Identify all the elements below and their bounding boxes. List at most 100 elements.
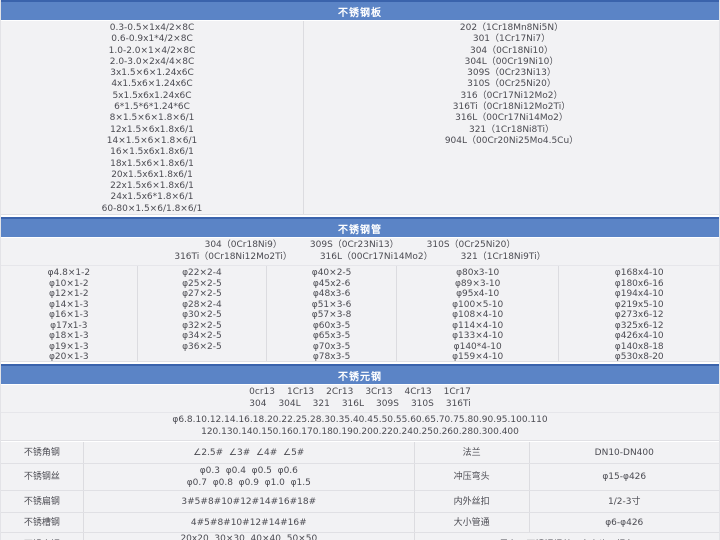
row-value-reducer-coupling: φ6-φ426 (605, 517, 644, 528)
pipe-grade-item: 321（1Cr18Ni9Ti） (460, 251, 546, 262)
pipe-size-item: φ12×1-2 (48, 289, 89, 299)
plate-grade-item: 904L（00Cr20Ni25Mo4.5Cu） (444, 135, 579, 146)
plate-size-item: 24x1.5x6*1.8×6/1 (110, 192, 194, 203)
round-grade-rows: 0cr13 1Cr13 2Cr13 3Cr13 4Cr13 1Cr17 304 304L 32… (1, 385, 719, 412)
pipe-size-item: φ78x3-5 (312, 352, 351, 362)
plate-size-item: 4x1.5x6×1.24x6C (111, 79, 193, 90)
pipe-section-body: 304（0Cr18Ni9） 309S（0Cr23Ni13） 310S（0Cr25Ni… (1, 238, 719, 362)
plate-section-body: 0.3-0.5×1x4/2×8C 0.6-0.9x1*4/2×8C 1.0-2.0×… (1, 21, 719, 215)
round-grade-item: 304 (249, 398, 267, 409)
round-grade-item: 4Cr13 (404, 387, 432, 397)
plate-grade-item: 202（1Cr18Mn8Ni5N） (459, 23, 564, 33)
section-header-round: 不锈元钢 (1, 364, 719, 384)
pipe-size-item: φ25×2-5 (182, 278, 222, 289)
plate-size-list: 0.3-0.5×1x4/2×8C 0.6-0.9x1*4/2×8C 1.0-2.0×… (1, 21, 304, 214)
misc-products-table: 不锈角钢 ∠2.5# ∠3# ∠4# ∠5# 法兰 DN10-DN400 不锈钢… (1, 442, 719, 540)
pipe-size-item: φ89×3-10 (455, 278, 501, 289)
plate-size-item: 3x1.5×6×1.24x6C (110, 68, 194, 79)
plate-grade-item: 301（1Cr17Ni7） (472, 34, 551, 45)
row-value-angle-steel: ∠2.5# ∠3# ∠4# ∠5# (84, 442, 415, 463)
row-label-square-steel: 不锈方钢 (1, 533, 84, 540)
table-row: 不锈方钢 20x20 30×30 40×40 50×50 60×60 80×80… (1, 533, 719, 540)
plate-size-item: 0.6-0.9x1*4/2×8C (111, 34, 193, 45)
plate-grade-item: 309S（0Cr23Ni13） (467, 68, 556, 79)
round-grade-item: 316L (341, 398, 365, 409)
pipe-grade-item: 310S（0Cr25Ni20） (426, 240, 516, 250)
row-value-stamped-elbow: φ15-φ426 (602, 472, 647, 482)
section-title-pipe: 不锈钢管 (338, 224, 382, 236)
also-available-note: 另有：不锈钢螺丝、大小头、焊条 (415, 533, 719, 540)
pipe-size-item: φ530x8-20 (614, 352, 664, 362)
pipe-size-item: φ14×1-3 (48, 299, 89, 310)
plate-grade-item: 316Ti（0Cr18Ni12Mo2Ti） (452, 102, 571, 113)
pipe-size-item: φ60x3-5 (312, 320, 351, 331)
section-header-plate: 不锈钢板 (1, 0, 719, 20)
pipe-size-item: φ426x4-10 (614, 331, 664, 341)
pipe-size-item: φ16×1-3 (48, 310, 89, 320)
pipe-size-item: φ180x6-16 (614, 278, 664, 289)
round-size-line-2: 120.130.140.150.160.170.180.190.200.220.… (201, 426, 519, 437)
pipe-size-item: φ219x5-10 (614, 299, 664, 310)
row-value-flat-steel: 3#5#8#10#12#14#16#18# (84, 491, 415, 512)
round-grade-item: 2Cr13 (326, 387, 354, 397)
pipe-size-item: φ10×1-2 (48, 278, 89, 289)
pipe-grade-item: 316Ti（0Cr18Ni12Mo2Ti） (174, 251, 292, 262)
row-value-steel-wire: φ0.3 φ0.4 φ0.5 φ0.6 φ0.7 φ0.8 φ0.9 φ1.0 … (84, 464, 415, 490)
pipe-size-item: φ27×2-5 (182, 289, 222, 299)
row-value-flange: DN10-DN400 (594, 447, 654, 458)
pipe-size-item: φ325x6-12 (614, 320, 664, 331)
table-row: 不锈槽钢 4#5#8#10#12#14#16# 大小管通 φ6-φ426 (1, 513, 719, 533)
plate-grade-item: 316（0Cr17Ni12Mo2） (460, 90, 563, 101)
pipe-size-item: φ36×2-5 (182, 341, 222, 352)
row-label-thread-fitting: 内外丝扣 (415, 491, 530, 512)
round-grade-item: 321 (312, 398, 330, 409)
round-size-line-1: φ6.8.10.12.14.16.18.20.22.25.28.30.35.40… (172, 415, 548, 425)
table-row: 不锈角钢 ∠2.5# ∠3# ∠4# ∠5# 法兰 DN10-DN400 (1, 442, 719, 464)
pipe-size-column-5: φ168x4-10 φ180x6-16 φ194x4-10 φ219x5-10 φ273… (559, 266, 719, 362)
round-grade-item: 3Cr13 (365, 387, 393, 397)
row-label-reducer-coupling: 大小管通 (415, 513, 530, 532)
pipe-size-item: φ51×3-6 (311, 299, 352, 310)
plate-size-item: 0.3-0.5×1x4/2×8C (109, 23, 195, 33)
pipe-size-column-2: φ22×2-4 φ25×2-5 φ27×2-5 φ28×2-4 φ30×2-5 φ32×2… (138, 266, 268, 361)
plate-size-item: 12x1.5×6x1.8x6/1 (110, 124, 194, 135)
pipe-size-item: φ140*4-10 (453, 341, 502, 352)
pipe-size-item: φ159×4-10 (452, 352, 504, 362)
pipe-size-item: φ114×4-10 (452, 320, 504, 331)
pipe-size-item: φ108×4-10 (452, 310, 504, 320)
pipe-size-item: φ100×5-10 (452, 299, 504, 310)
plate-size-item: 16×1.5x6x1.8x6/1 (110, 147, 194, 158)
table-row: 不锈钢丝 φ0.3 φ0.4 φ0.5 φ0.6 φ0.7 φ0.8 φ0.9 … (1, 464, 719, 491)
row-label-channel-steel: 不锈槽钢 (1, 513, 84, 532)
plate-grade-item: 321（1Cr18Ni8Ti） (468, 124, 555, 135)
pipe-size-item: φ57×3-8 (311, 310, 352, 320)
pipe-size-item: φ70x3-5 (312, 341, 351, 352)
row-label-stamped-elbow: 冲压弯头 (415, 464, 530, 490)
pipe-size-item: φ95x4-10 (456, 289, 500, 299)
section-title-round: 不锈元钢 (338, 371, 382, 383)
plate-grade-item: 316L（00Cr17Ni14Mo2） (455, 113, 568, 124)
plate-size-item: 20x1.5x6x1.8x6/1 (111, 169, 193, 180)
pipe-size-item: φ28×2-4 (182, 299, 222, 310)
pipe-size-item: φ20×1-3 (48, 352, 89, 362)
pipe-size-item: φ17x1-3 (50, 320, 88, 331)
round-grade-item: 316Ti (445, 398, 471, 409)
pipe-size-item: φ45x2-6 (312, 278, 351, 289)
pipe-size-item: φ194x4-10 (614, 289, 664, 299)
pipe-size-item: φ80x3-10 (456, 268, 500, 278)
pipe-size-item: φ65x3-5 (312, 331, 351, 341)
round-grade-item: 1Cr17 (443, 387, 471, 397)
pipe-size-column-1: φ4.8×1-2 φ10×1-2 φ12×1-2 φ14×1-3 φ16×1-3 φ17x… (1, 266, 138, 362)
plate-size-item: 5x1.5x6x1.24x6C (112, 90, 192, 101)
pipe-size-item: φ140x8-18 (614, 341, 664, 352)
pipe-size-item: φ273x6-12 (614, 310, 664, 320)
pipe-grade-item: 309S（0Cr23Ni13） (309, 240, 399, 250)
table-row: 不锈扁钢 3#5#8#10#12#14#16#18# 内外丝扣 1/2-3寸 (1, 491, 719, 513)
round-grade-item: 1Cr13 (286, 387, 315, 397)
round-grade-item: 0cr13 (249, 387, 275, 397)
plate-grade-item: 304（0Cr18Ni10） (469, 45, 554, 56)
plate-size-item: 6*1.5*6*1.24*6C (114, 102, 190, 113)
plate-size-item: 60-80×1.5×6/1.8×6/1 (101, 203, 203, 214)
plate-size-item: 8×1.5×6×1.8×6/1 (109, 113, 195, 124)
